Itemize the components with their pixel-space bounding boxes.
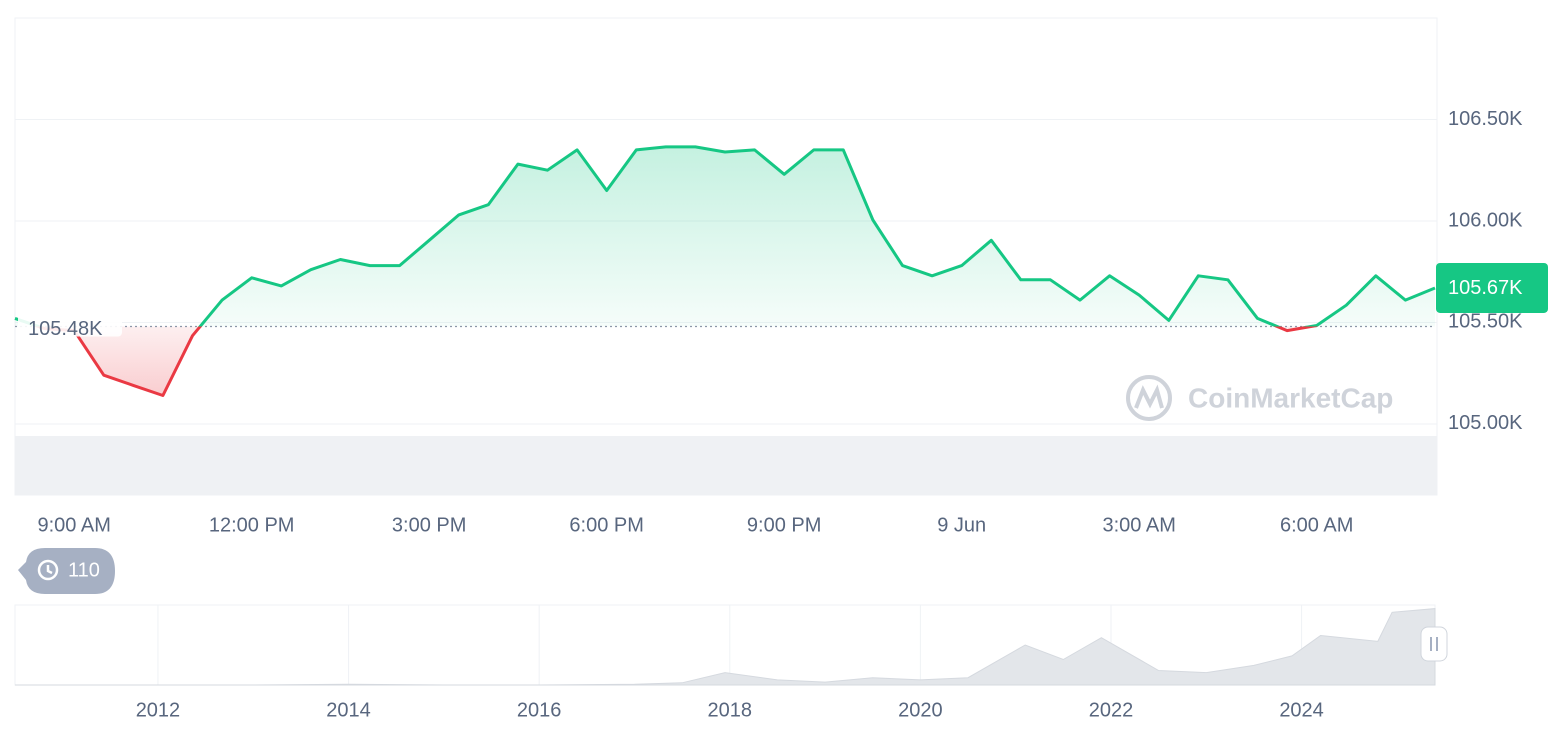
x-tick-label: 3:00 AM	[1102, 514, 1175, 536]
history-count: 110	[68, 559, 100, 581]
x-tick-label: 3:00 PM	[392, 514, 466, 536]
x-tick-label: 9 Jun	[937, 514, 986, 536]
x-tick-label: 12:00 PM	[209, 514, 295, 536]
last-price-badge	[1436, 262, 1548, 313]
x-tick-label: 2012	[136, 699, 181, 721]
history-badge[interactable]	[18, 548, 115, 594]
x-tick-label: 2014	[326, 699, 371, 721]
x-tick-label: 9:00 PM	[747, 514, 821, 536]
x-tick-label: 9:00 AM	[37, 514, 110, 536]
last-price-label: 105.67K	[1448, 277, 1523, 299]
handle-grip	[1430, 637, 1438, 651]
history-area	[15, 608, 1436, 686]
y-tick-label: 106.50K	[1448, 108, 1523, 130]
y-tick-label: 105.50K	[1448, 311, 1523, 333]
watermark: CoinMarketCap	[1188, 382, 1393, 413]
x-tick-label: 6:00 PM	[569, 514, 643, 536]
navigator-handle[interactable]	[1420, 626, 1448, 662]
x-tick-label: 2016	[517, 699, 562, 721]
volume-band	[15, 436, 1437, 495]
watermark-logo	[1126, 375, 1172, 421]
x-tick-label: 6:00 AM	[1280, 514, 1353, 536]
y-tick-label: 106.00K	[1448, 209, 1523, 231]
x-tick-label: 2020	[898, 699, 943, 721]
y-tick-label: 105.00K	[1448, 412, 1523, 434]
price-area	[15, 146, 1435, 396]
reference-label: 105.48K	[28, 318, 103, 340]
x-tick-label: 2018	[708, 699, 753, 721]
history-icon	[37, 559, 59, 581]
price-line	[14, 145, 1436, 397]
reference-label-bg	[18, 306, 122, 337]
x-tick-label: 2022	[1089, 699, 1134, 721]
x-tick-label: 2024	[1279, 699, 1324, 721]
